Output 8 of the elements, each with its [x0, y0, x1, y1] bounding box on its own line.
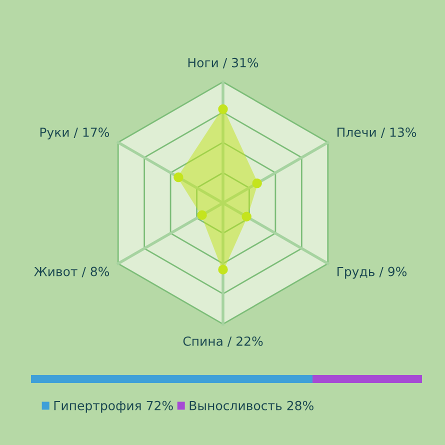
spoke-label: Живот / 8%: [34, 266, 110, 278]
legend-label: Гипертрофия 72%: [54, 400, 173, 413]
spoke-label: Спина / 22%: [183, 336, 263, 347]
spoke-label: Ноги / 31%: [188, 58, 258, 68]
spoke-label: Грудь / 9%: [338, 266, 407, 279]
spoke-label: Плечи / 13%: [338, 128, 416, 138]
legend-label: Выносливость 28%: [190, 400, 314, 410]
spoke-label: Руки / 17%: [40, 128, 110, 140]
